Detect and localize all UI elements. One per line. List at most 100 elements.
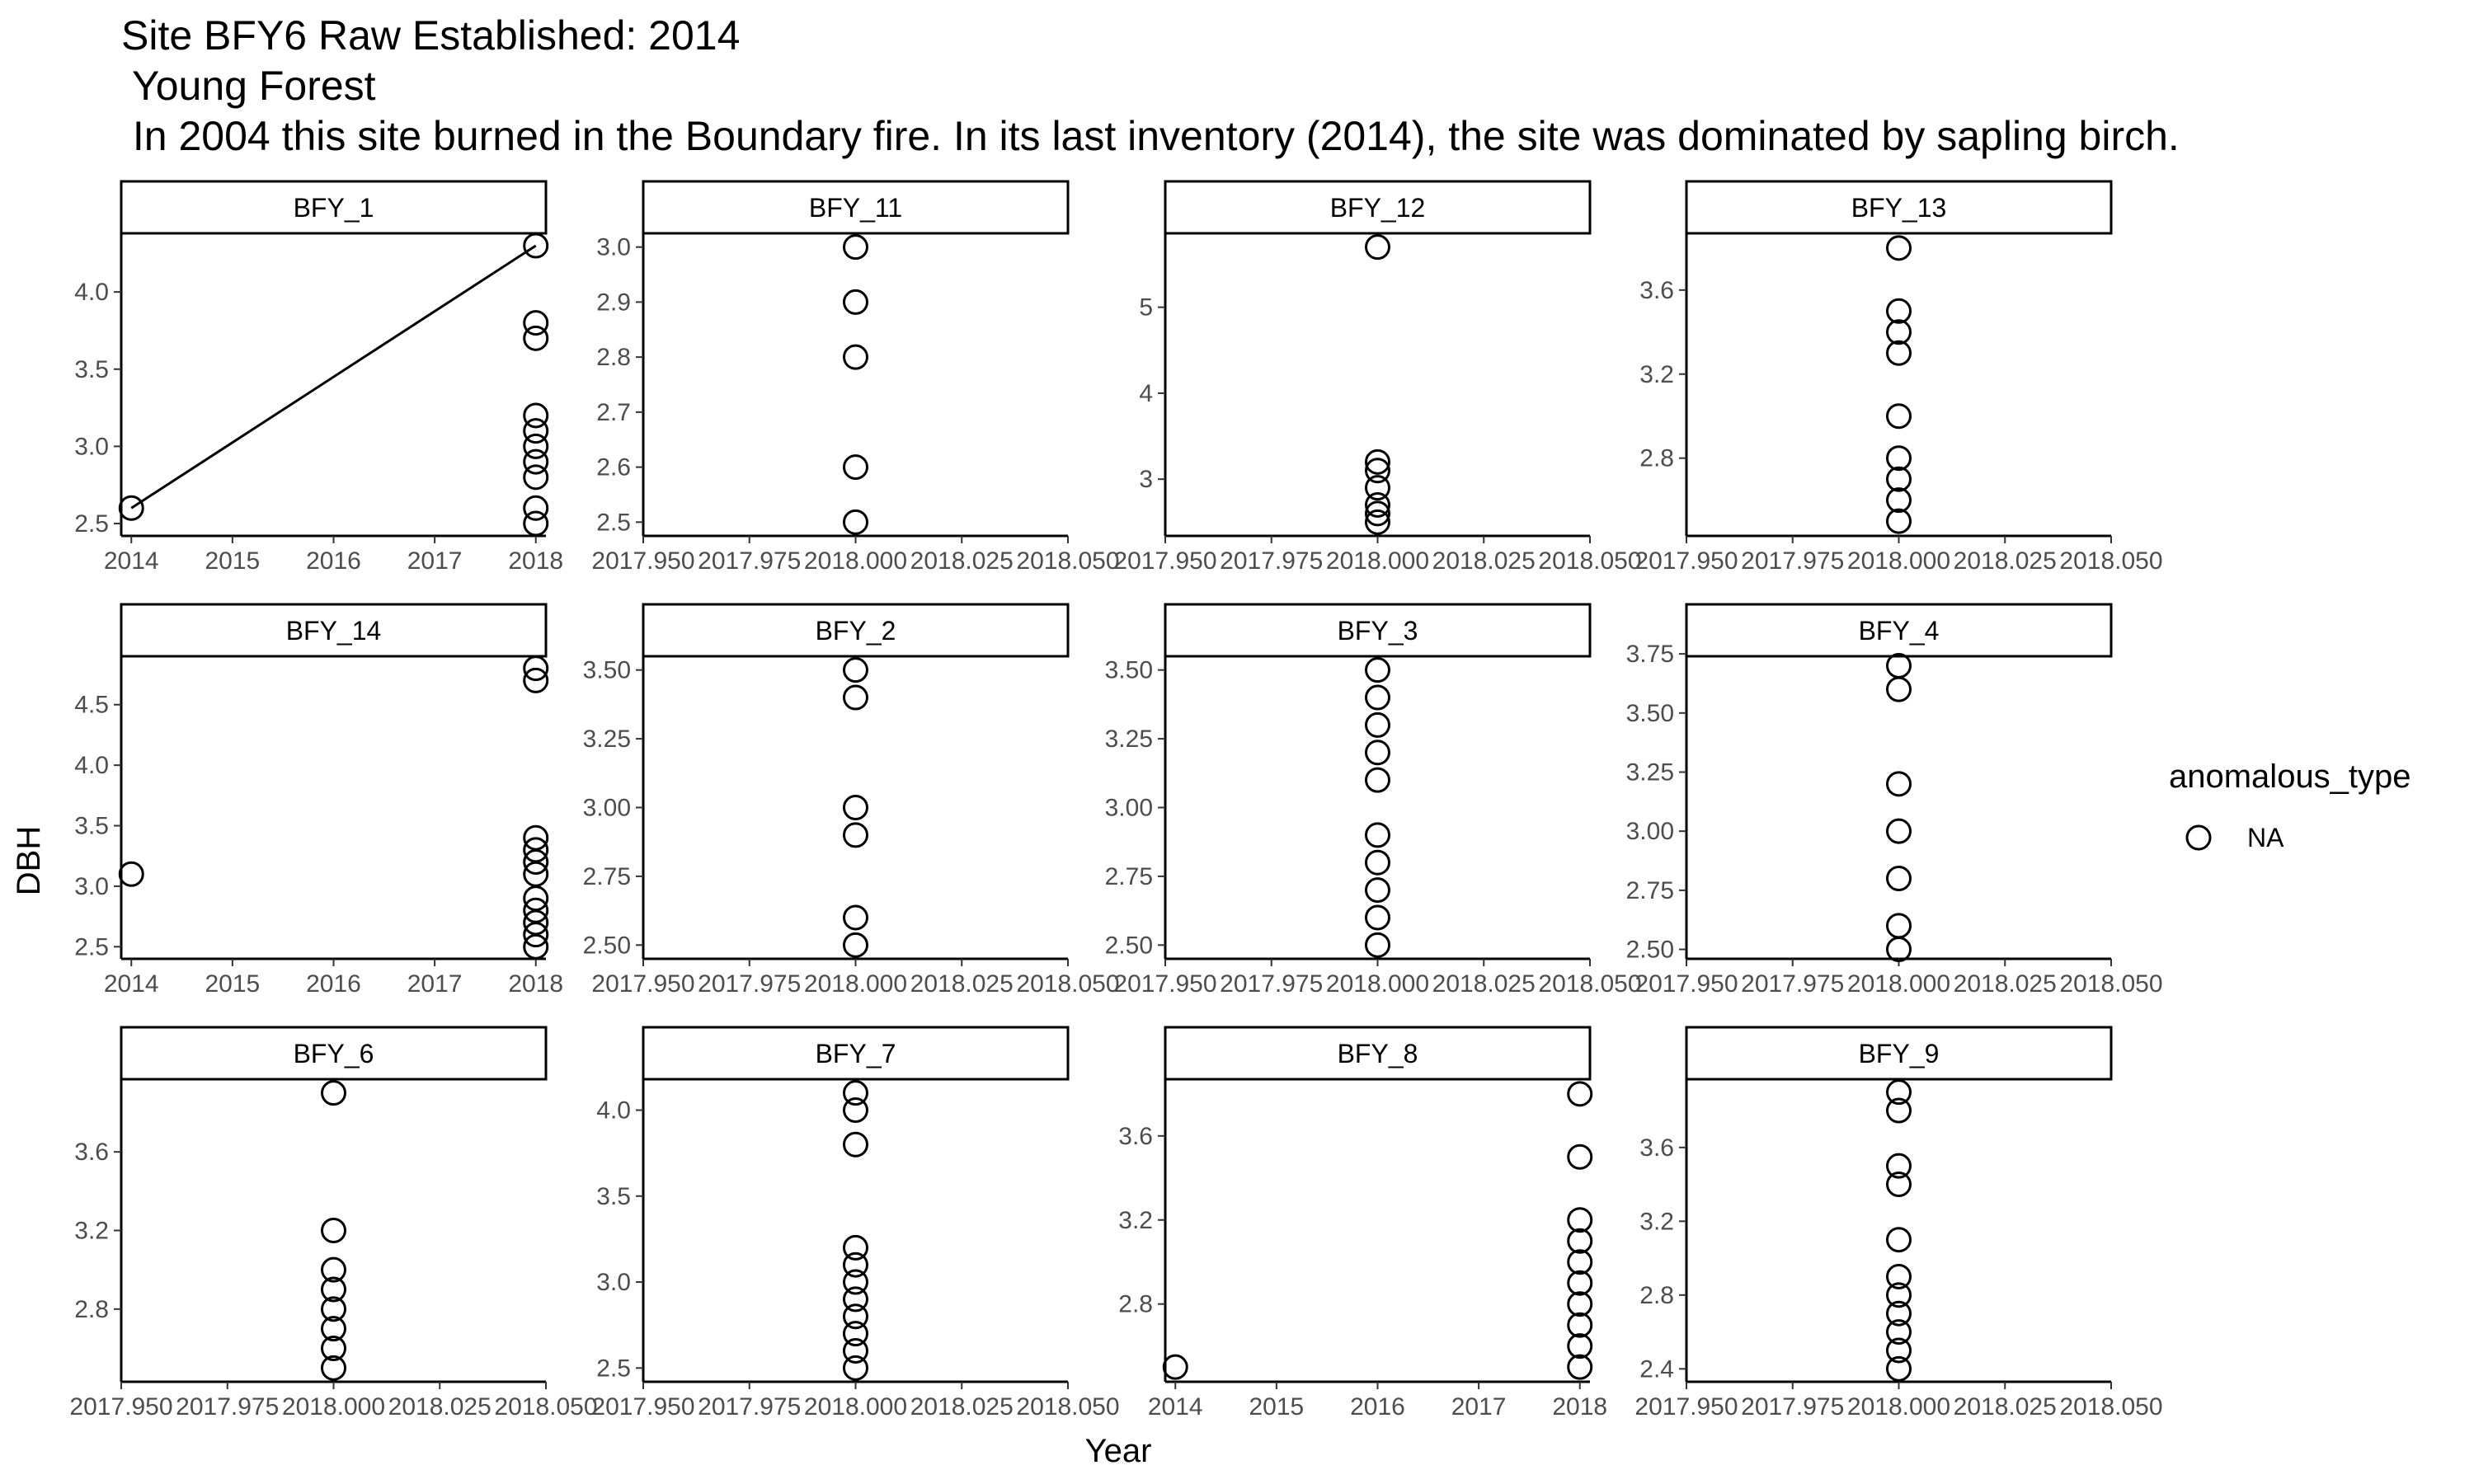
data-point [1567,1312,1593,1338]
data-point [843,1303,868,1330]
y-tick-label: 2.5 [596,509,631,536]
data-point [1886,818,1912,844]
y-tick-label: 3.5 [74,813,109,840]
y-tick-label: 4.5 [74,692,109,719]
legend-label: NA [2247,823,2284,852]
y-tick-label: 3.50 [1105,657,1153,684]
facet-strip-label: BFY_12 [1330,193,1426,223]
data-point [1365,684,1390,711]
data-point [118,861,144,887]
data-point [1567,1270,1593,1296]
chart-title-line-3: In 2004 this site burned in the Boundary… [121,113,2180,159]
data-point [843,289,868,315]
data-point [321,1316,346,1342]
x-tick-label: 2017.950 [591,547,694,575]
data-point [843,1131,868,1158]
data-point [1365,458,1390,484]
y-tick-label: 2.8 [1639,445,1674,472]
data-point [1886,508,1912,534]
series-line [130,244,537,510]
y-tick-label: 2.8 [1118,1291,1153,1318]
x-tick-label: 2018.000 [804,1393,907,1421]
facet-strip [642,1026,1070,1081]
y-tick-label: 2.5 [74,933,109,960]
y-tick-label: 2.8 [1639,1282,1674,1309]
chart-title-line-1: Site BFY6 Raw Established: 2014 [121,12,740,59]
facet-panel-BFY_11: BFY_11 2.5 2.6 2.7 2.8 2.9 3.0 2017.950 2017.975… [591,180,1120,575]
facet-strip-label: BFY_14 [286,616,382,646]
data-point [523,510,549,537]
y-tick-label: 2.50 [1105,932,1153,959]
data-point [523,402,549,429]
x-tick-label: 2018.050 [494,1393,597,1421]
y-tick-label: 3.2 [74,1218,109,1245]
facet-strip-label: BFY_11 [809,193,902,223]
x-tick-label: 2018.000 [1847,547,1950,575]
x-tick-label: 2017.975 [1220,970,1323,998]
facet-panel-BFY_2: BFY_2 2.50 2.75 3.00 3.25 3.50 2017.950 2017.97… [583,603,1120,998]
data-point [1365,234,1390,261]
data-point [1886,1227,1912,1253]
x-tick-label: 2015 [205,547,261,575]
x-tick-label: 2017.950 [1634,547,1738,575]
data-point [321,1276,346,1303]
y-tick-label: 3.5 [74,356,109,383]
legend-key-circle [2185,824,2212,851]
data-point [1365,475,1390,501]
y-axis-title: DBH [11,826,47,895]
y-tick-label: 3.5 [596,1183,631,1210]
x-tick-label: 2018.025 [910,970,1014,998]
x-tick-label: 2018.025 [1432,970,1536,998]
x-tick-label: 2017.975 [176,1393,279,1421]
data-point [1886,1263,1912,1289]
y-tick-label: 3.2 [1639,361,1674,388]
data-point [843,1269,868,1295]
data-point [1886,676,1912,702]
data-point [1886,340,1912,366]
x-tick-label: 2017.975 [698,1393,801,1421]
data-point [843,1234,868,1261]
y-tick-label: 3.2 [1639,1208,1674,1235]
data-point [843,509,868,535]
x-tick-label: 2018.025 [388,1393,492,1421]
x-axis-title: Year [1085,1433,1152,1469]
facet-strip [1164,603,1592,658]
x-tick-label: 2018.025 [1954,970,2057,998]
facet-strip [120,603,548,658]
y-tick-label: 3.25 [583,726,631,753]
x-tick-label: 2017.950 [69,1393,172,1421]
data-point [843,344,868,370]
y-tick-label: 2.9 [596,289,631,316]
y-tick-label: 3.6 [1639,277,1674,304]
x-tick-label: 2018.050 [2059,547,2162,575]
data-point [1567,1081,1593,1107]
y-tick-label: 3.75 [1626,641,1674,668]
y-tick-label: 3.50 [1626,700,1674,727]
y-tick-label: 3.00 [1626,818,1674,845]
x-tick-label: 2018.000 [1326,970,1429,998]
x-tick-label: 2018.000 [804,547,907,575]
x-tick-label: 2017.975 [698,547,801,575]
data-point [1886,1079,1912,1106]
x-tick-label: 2018.050 [2059,970,2162,998]
data-point [321,1218,346,1243]
x-tick-label: 2018.050 [1538,547,1641,575]
x-tick-label: 2018.000 [804,970,907,998]
facet-panel-BFY_7: BFY_7 2.5 3.0 3.5 4.0 2017.950 2017.975 2018.00… [591,1026,1120,1421]
data-point [843,234,868,261]
data-point [1886,445,1912,472]
data-point [843,1337,868,1364]
x-tick-label: 2017.950 [591,970,694,998]
y-tick-label: 3.25 [1105,726,1153,753]
data-point [1886,487,1912,514]
data-point [843,684,868,711]
facet-strip [1164,1026,1592,1081]
x-tick-label: 2018.025 [1432,547,1536,575]
data-point [523,448,549,475]
legend-title: anomalous_type [2169,758,2411,795]
y-tick-label: 2.75 [1626,877,1674,904]
x-tick-label: 2018.025 [1954,547,2057,575]
data-point [1567,1228,1593,1254]
y-tick-label: 2.5 [74,510,109,538]
